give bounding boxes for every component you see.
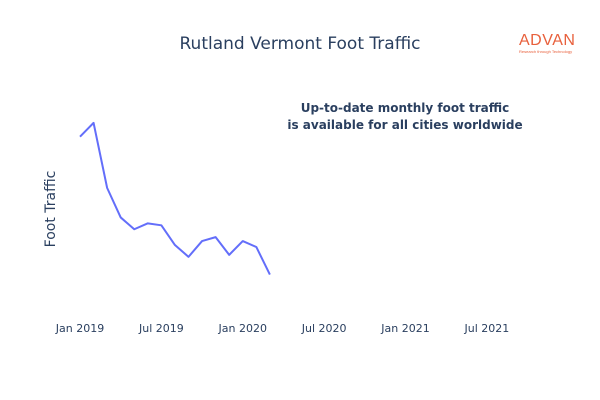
x-tick-label: Jul 2021 (463, 322, 509, 335)
annotation-line-1: Up-to-date monthly foot traffic (300, 101, 510, 115)
annotation: Up-to-date monthly foot traffic is avail… (270, 100, 540, 134)
brand-name: ADVAN (519, 32, 576, 49)
x-axis-ticks: Jan 2019 Jul 2019 Jan 2020 Jul 2020 Jan 2021… (55, 322, 509, 335)
brand-tagline: Research through Technology (519, 49, 573, 54)
x-tick-label: Jul 2020 (301, 322, 347, 335)
x-tick-label: Jan 2019 (55, 322, 104, 335)
annotation-line-2: is available for all cities worldwide (287, 118, 523, 132)
advan-logo: ADVAN Research through Technology (519, 33, 589, 55)
x-tick-label: Jul 2019 (138, 322, 184, 335)
series-layer (79, 121, 271, 276)
y-axis-label: Foot Traffic (43, 171, 59, 248)
series-line (79, 121, 271, 276)
x-tick-label: Jan 2021 (380, 322, 429, 335)
x-tick-label: Jan 2020 (218, 322, 267, 335)
chart-title: Rutland Vermont Foot Traffic (179, 34, 421, 54)
